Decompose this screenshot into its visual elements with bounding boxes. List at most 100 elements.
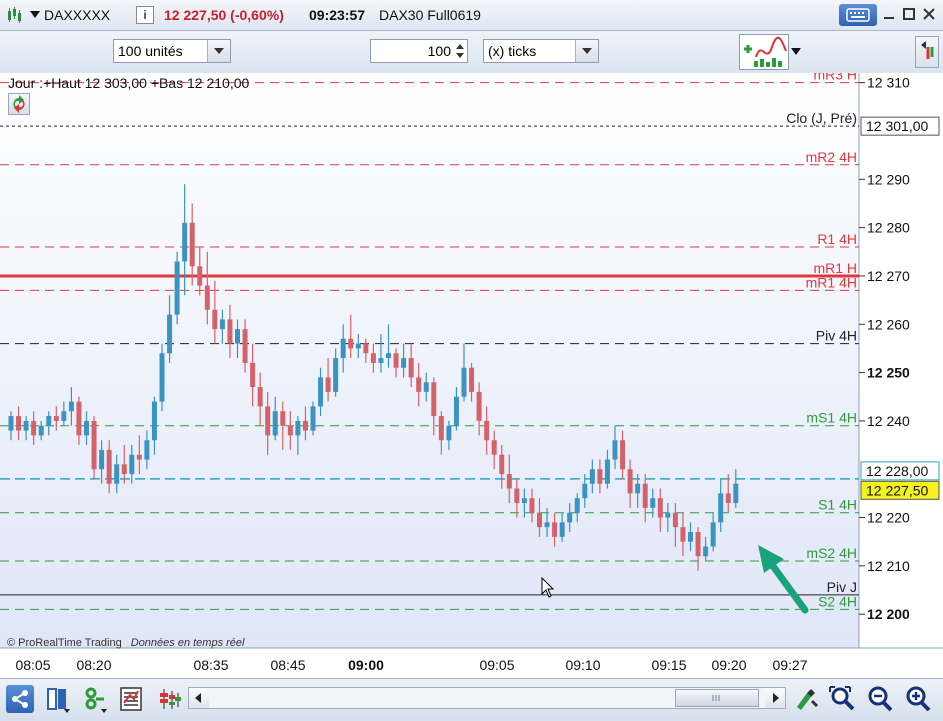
units-select[interactable]: 100 unités (113, 39, 231, 63)
candle[interactable] (408, 343, 414, 388)
candle[interactable] (506, 454, 512, 504)
close-icon[interactable] (922, 7, 936, 21)
candle[interactable] (68, 387, 74, 426)
candle[interactable] (227, 304, 233, 359)
candle[interactable] (280, 401, 286, 450)
candle[interactable] (612, 425, 618, 470)
scroll-right-button[interactable] (765, 688, 785, 708)
candle[interactable] (250, 343, 256, 407)
candle[interactable] (61, 401, 67, 426)
candle[interactable] (552, 512, 558, 547)
candle[interactable] (114, 454, 120, 494)
maximize-icon[interactable] (902, 7, 916, 21)
candle[interactable] (325, 358, 331, 402)
candle[interactable] (363, 338, 369, 363)
candle[interactable] (340, 324, 346, 373)
candle[interactable] (16, 406, 22, 441)
candle[interactable] (446, 420, 452, 450)
candle[interactable] (521, 488, 527, 518)
candle[interactable] (476, 382, 482, 436)
share-icon[interactable] (6, 685, 34, 713)
candle[interactable] (672, 503, 678, 547)
list-icon[interactable] (118, 685, 146, 713)
candle[interactable] (106, 440, 112, 494)
candle[interactable] (393, 348, 399, 378)
candle[interactable] (657, 488, 663, 533)
candle[interactable] (604, 449, 610, 489)
candle[interactable] (197, 246, 203, 296)
info-icon[interactable]: i (136, 6, 154, 24)
candle[interactable] (242, 319, 248, 373)
side-panel-toggle[interactable] (915, 36, 939, 68)
price-axis[interactable] (859, 73, 943, 648)
candle[interactable] (567, 503, 573, 533)
candle[interactable] (265, 391, 271, 455)
candle[interactable] (680, 512, 686, 557)
candle[interactable] (182, 184, 188, 296)
candle[interactable] (310, 401, 316, 436)
candle[interactable] (620, 430, 626, 479)
candle[interactable] (461, 343, 467, 402)
indicator-icon[interactable] (156, 685, 184, 713)
candle[interactable] (484, 406, 490, 455)
link-icon[interactable] (82, 685, 110, 713)
candle[interactable] (537, 498, 542, 537)
candle[interactable] (499, 445, 505, 489)
candle[interactable] (144, 430, 150, 470)
candle[interactable] (167, 295, 173, 363)
time-scrollbar[interactable] (188, 687, 786, 709)
candle[interactable] (529, 488, 535, 523)
candle[interactable] (348, 314, 354, 359)
candle[interactable] (514, 478, 520, 518)
candle[interactable] (725, 474, 731, 513)
candle[interactable] (8, 411, 14, 441)
ticks-select[interactable]: (x) ticks (483, 39, 599, 63)
candle[interactable] (333, 348, 339, 397)
symbol-dropdown-icon[interactable] (30, 11, 40, 19)
candle[interactable] (23, 416, 29, 441)
candle[interactable] (204, 251, 210, 325)
candle[interactable] (386, 324, 391, 368)
candle[interactable] (257, 372, 263, 426)
candle[interactable] (401, 343, 407, 378)
indicator-chart-icon[interactable] (739, 34, 789, 70)
spinner-icon[interactable] (454, 41, 466, 61)
candle[interactable] (589, 459, 595, 494)
candle[interactable] (718, 478, 724, 533)
zoom-fit-icon[interactable] (828, 685, 856, 713)
chevron-down-icon[interactable] (791, 48, 801, 56)
plot-area[interactable] (0, 73, 859, 648)
candle[interactable] (688, 522, 693, 552)
candle[interactable] (703, 536, 709, 562)
zoom-out-icon[interactable] (866, 685, 894, 713)
candle[interactable] (295, 416, 301, 455)
zoom-in-icon[interactable] (904, 685, 932, 713)
candle[interactable] (733, 469, 739, 508)
scroll-left-button[interactable] (189, 688, 209, 708)
candle[interactable] (159, 343, 165, 412)
candle[interactable] (559, 512, 565, 542)
keyboard-icon[interactable] (839, 4, 877, 26)
candle[interactable] (121, 445, 127, 484)
candle[interactable] (597, 459, 603, 494)
candle[interactable] (302, 406, 308, 441)
chevron-down-icon[interactable] (207, 40, 230, 62)
candle[interactable] (574, 493, 580, 523)
candle[interactable] (355, 333, 361, 359)
candle[interactable] (189, 203, 195, 286)
candle[interactable] (695, 527, 701, 571)
candle[interactable] (129, 445, 135, 484)
candle[interactable] (219, 309, 225, 344)
candle[interactable] (76, 396, 82, 446)
candle[interactable] (642, 474, 648, 523)
candle[interactable] (370, 343, 376, 373)
minimize-icon[interactable] (882, 7, 896, 21)
candle[interactable] (438, 411, 444, 455)
candle[interactable] (174, 251, 180, 325)
layout-icon[interactable] (44, 685, 72, 713)
candle[interactable] (491, 430, 497, 470)
candle[interactable] (544, 507, 550, 537)
symbol-name[interactable]: DAXXXXX (44, 7, 111, 23)
